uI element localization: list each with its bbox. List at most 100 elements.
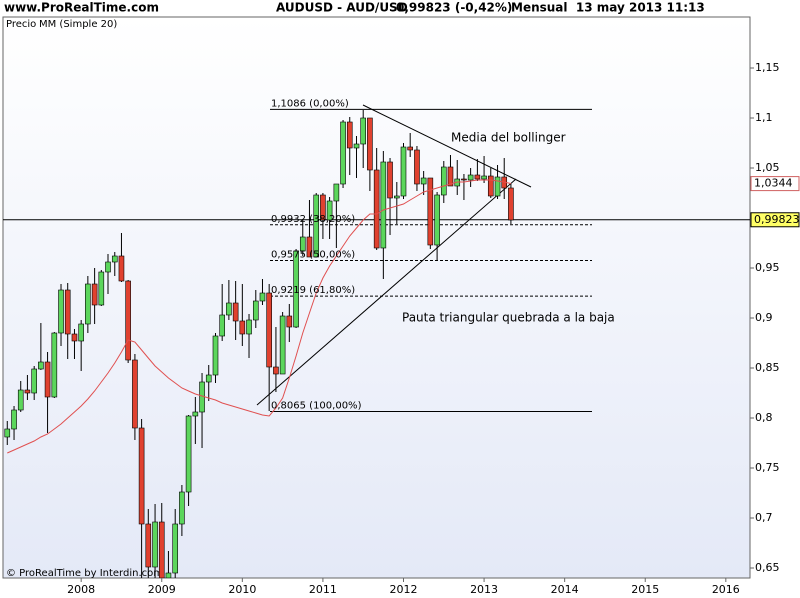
- x-tick-label: 2013: [470, 583, 498, 596]
- candle-body: [467, 174, 474, 181]
- plot-area: [2, 16, 751, 579]
- candle-body: [353, 143, 360, 149]
- moving-average: [7, 179, 512, 454]
- fib-label: 0,9932 (38,20%): [271, 214, 355, 225]
- candle-body: [320, 194, 326, 221]
- candle-body: [172, 523, 179, 574]
- candle-body: [44, 361, 51, 398]
- candle-body: [447, 166, 454, 187]
- candle-body: [474, 174, 481, 180]
- candle-body: [360, 117, 367, 145]
- candle-body: [125, 280, 131, 361]
- x-tick-label: 2015: [631, 583, 659, 596]
- candle-body: [440, 166, 447, 196]
- candle-body: [259, 292, 266, 302]
- candle-body: [91, 283, 98, 306]
- candle-body: [132, 359, 138, 429]
- candle-body: [219, 314, 225, 337]
- candle-body: [246, 319, 252, 335]
- candle-body: [380, 161, 387, 249]
- x-tick-label: 2010: [228, 583, 256, 596]
- candle-body: [17, 389, 24, 411]
- candle-body: [427, 177, 434, 246]
- candle-body: [273, 366, 279, 375]
- x-tick-label: 2014: [551, 583, 579, 596]
- site-name: www.ProRealTime.com: [4, 1, 159, 15]
- annotation: Media del bollinger: [451, 131, 566, 145]
- candle-body: [105, 261, 111, 273]
- y-tick-label: 1,1: [755, 111, 773, 124]
- trend-line-lower: [256, 178, 517, 406]
- candle-body: [340, 121, 346, 185]
- candle-body: [58, 289, 64, 334]
- header-period: Mensual 13 may 2013 11:13: [511, 1, 705, 15]
- y-tick-label: 0,9: [755, 311, 773, 324]
- candle-body: [51, 332, 58, 398]
- legend-price: Precio: [6, 19, 36, 30]
- candle-body: [192, 411, 199, 417]
- fib-label: 0,8065 (100,00%): [271, 401, 362, 412]
- fib-label: 1,1086 (0,00%): [271, 98, 349, 109]
- candle-body: [494, 176, 501, 197]
- candle-body: [205, 374, 212, 383]
- candle-body: [71, 333, 78, 342]
- candle-body: [387, 161, 393, 199]
- header-title: AUDUSD - AUD/USD: [276, 1, 408, 15]
- fib-label: 0,9575 (50,00%): [271, 250, 355, 261]
- y-tick-label: 0,7: [755, 511, 773, 524]
- candle-body: [414, 149, 420, 185]
- candle-body: [266, 292, 272, 368]
- candle-body: [400, 146, 407, 197]
- x-tick-label: 2016: [712, 583, 740, 596]
- footer: © ProRealTime by Interdin.com: [6, 568, 163, 579]
- candle-body: [407, 146, 413, 151]
- candle-body: [394, 195, 400, 199]
- candle-body: [11, 409, 17, 430]
- header-price: 0,99823 (-0,42%): [396, 1, 512, 15]
- ma-last-box: [750, 176, 800, 192]
- candle-body: [252, 300, 259, 321]
- x-tick-label: 2009: [148, 583, 176, 596]
- candle-body: [420, 177, 427, 185]
- candle-body: [239, 320, 246, 335]
- candle-body: [38, 361, 44, 370]
- candle-body: [31, 368, 37, 394]
- candle-body: [98, 271, 105, 306]
- candle-body: [367, 117, 373, 171]
- candle-body: [481, 175, 487, 180]
- y-tick-label: 0,75: [755, 461, 780, 474]
- y-tick-label: 1,05: [755, 161, 780, 174]
- candle-body: [299, 236, 306, 252]
- candle-body: [346, 121, 353, 149]
- candle-body: [373, 169, 380, 249]
- candle-body: [326, 200, 333, 221]
- candle-body: [145, 523, 152, 568]
- x-tick-label: 2008: [67, 583, 95, 596]
- candle-body: [434, 194, 440, 246]
- y-tick-label: 0,95: [755, 261, 780, 274]
- plot-layer: [3, 104, 750, 578]
- last-price-label: 0,99823: [754, 213, 800, 226]
- candle-body: [85, 283, 91, 325]
- annotation: Pauta triangular quebrada a la baja: [402, 311, 615, 325]
- candle-body: [111, 255, 118, 263]
- candle-body: [279, 315, 286, 375]
- candle-body: [333, 183, 340, 202]
- candle-body: [24, 389, 31, 394]
- candle-body: [118, 255, 125, 282]
- candle-body: [78, 323, 84, 342]
- y-tick-label: 0,8: [755, 411, 773, 424]
- candle-body: [286, 315, 293, 328]
- candle-body: [179, 491, 185, 525]
- x-tick-label: 2011: [309, 583, 337, 596]
- candle-body: [508, 187, 514, 221]
- candle-body: [212, 335, 219, 376]
- candle-body: [64, 289, 71, 335]
- y-tick-label: 0,85: [755, 361, 780, 374]
- ma-last-label: 1,0344: [754, 177, 793, 190]
- candle-body: [158, 521, 165, 578]
- candle-body: [152, 521, 158, 568]
- y-tick-label: 0,65: [755, 561, 780, 574]
- candle-body: [185, 415, 192, 493]
